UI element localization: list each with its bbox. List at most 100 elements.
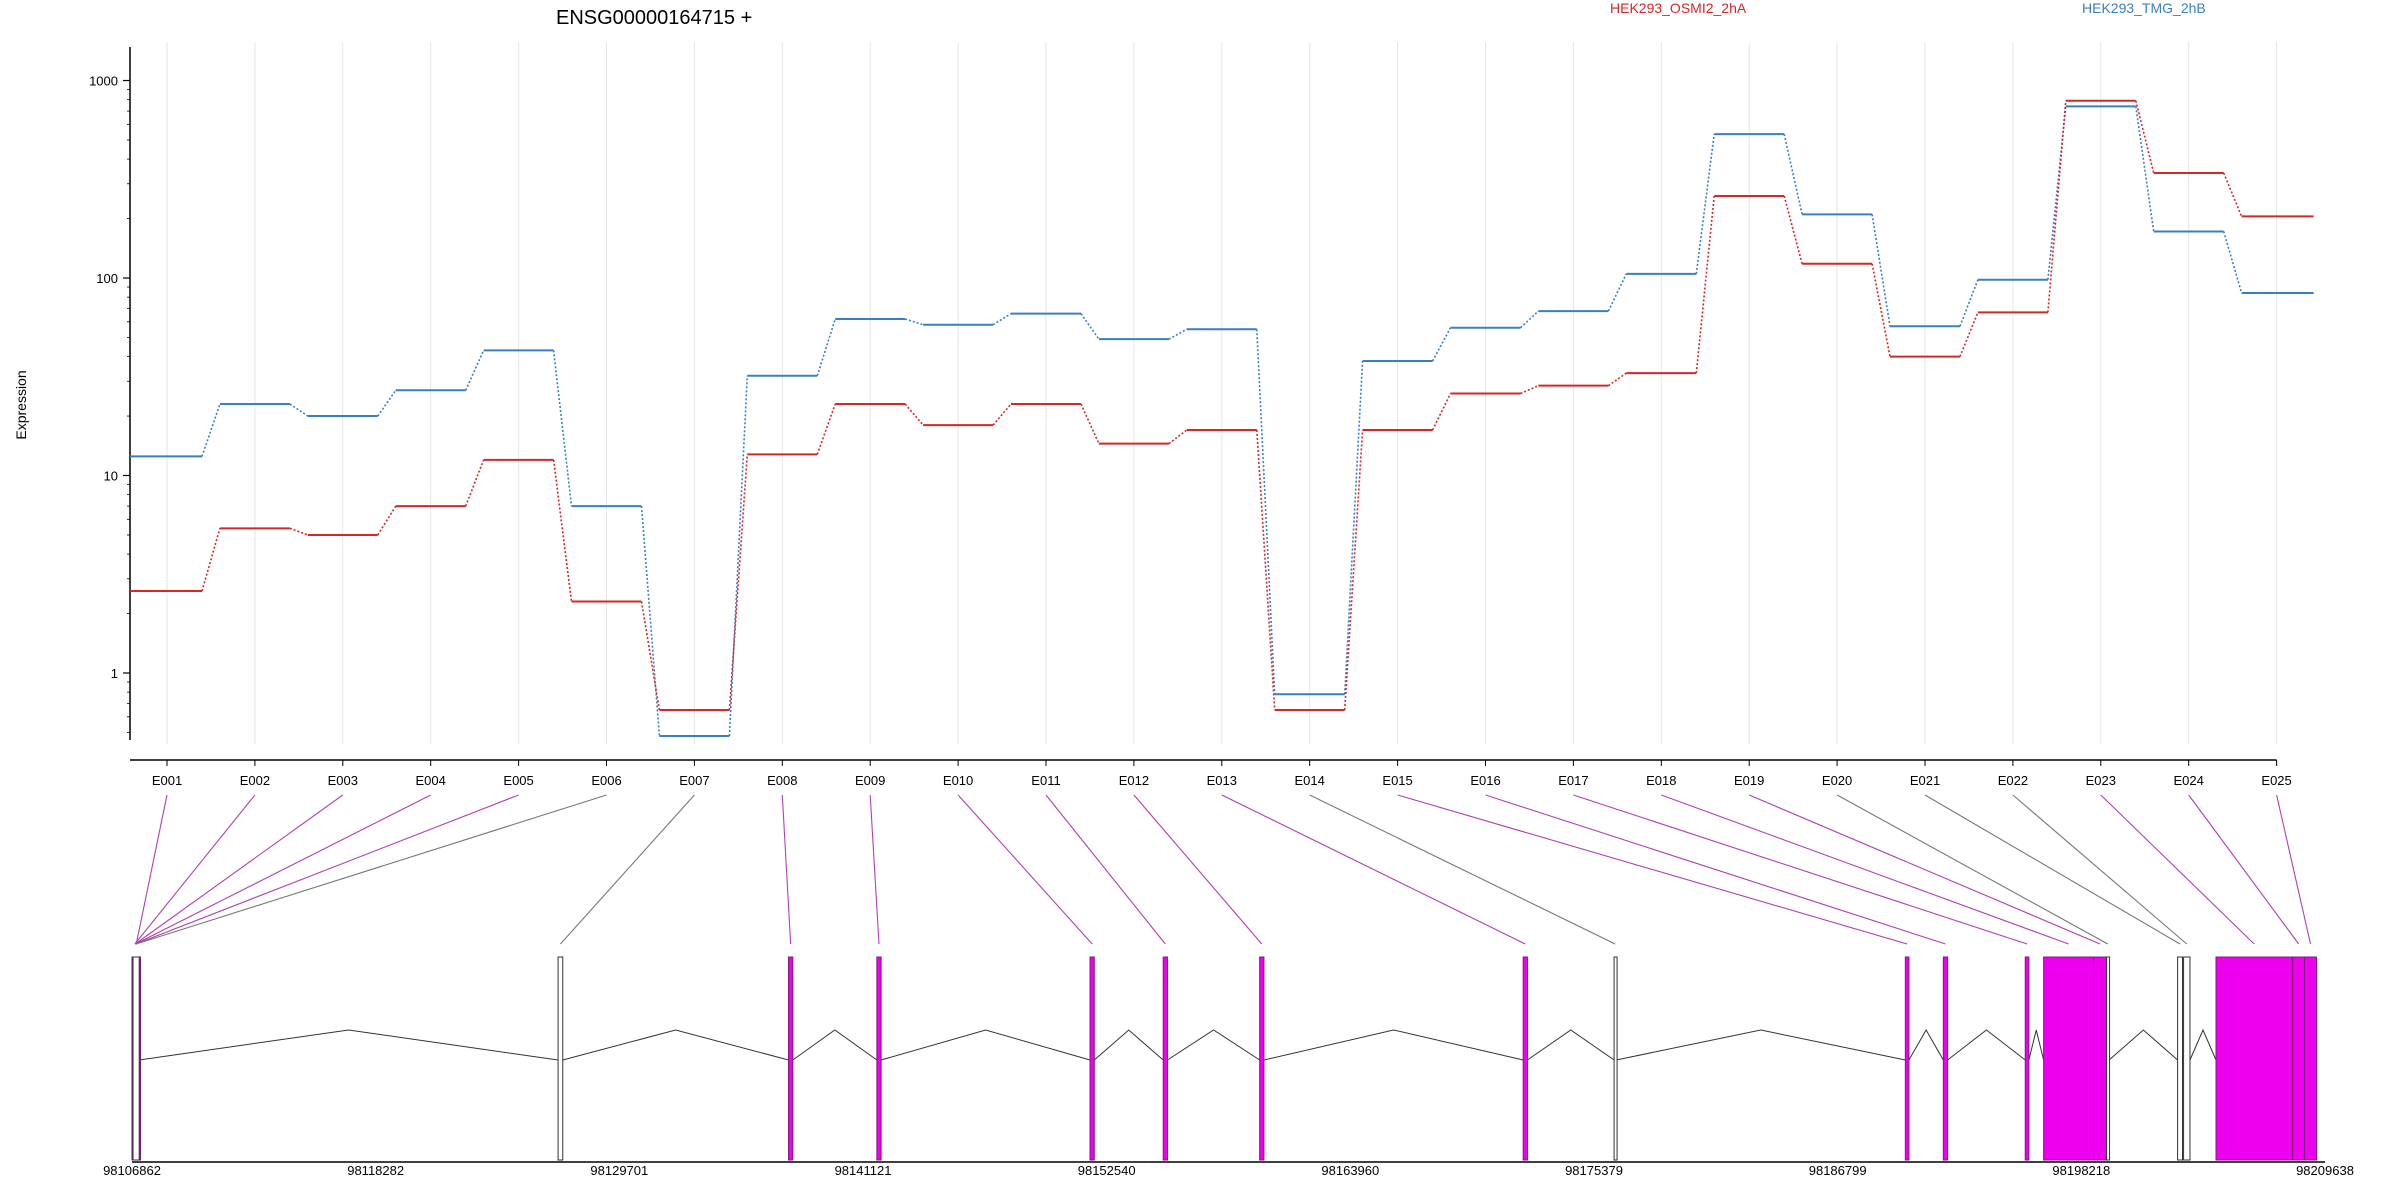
series-connector (2222, 231, 2243, 294)
exon-connector (2276, 794, 2312, 945)
genomic-tick-label: 98118282 (347, 1163, 404, 1178)
exon-box (2177, 956, 2184, 1161)
intron-line (792, 1029, 878, 1061)
x-tick-label: E002 (240, 773, 270, 788)
genomic-tick-label: 98209638 (2296, 1163, 2354, 1178)
genomic-tick-label: 98198218 (2052, 1163, 2110, 1178)
exon-connector (1133, 794, 1263, 945)
x-tick-label: E006 (591, 773, 621, 788)
series-connector (728, 454, 749, 711)
exon-connector (957, 794, 1093, 945)
connector-lines (134, 794, 2312, 945)
gene-model: 98106862 98118282 98129701 98141121 98152540… (103, 956, 2354, 1178)
series-connector (1343, 360, 1364, 695)
x-tick-label: E022 (1998, 773, 2028, 788)
genomic-tick-label: 98163960 (1321, 1163, 1379, 1178)
exon-connector (2188, 794, 2300, 945)
series-connector (1080, 313, 1100, 340)
exon-connector (134, 794, 256, 945)
exon-box (1522, 956, 1528, 1161)
intron-line (1908, 1028, 1944, 1061)
series-lines (130, 99, 2314, 737)
exon-box (557, 956, 564, 1161)
x-tick-label: E023 (2086, 773, 2116, 788)
x-tick-label: E020 (1822, 773, 1852, 788)
exon-connector (2100, 794, 2255, 945)
x-tick-label: E015 (1382, 773, 1412, 788)
y-tick-label: 1 (111, 666, 118, 681)
exon-box (1613, 956, 1618, 1161)
intron-line (1527, 1029, 1615, 1061)
x-tick-label: E021 (1910, 773, 1940, 788)
y-tick-label: 10 (104, 469, 118, 484)
exon-connector (2012, 794, 2188, 945)
series-connector (377, 505, 397, 536)
series-connector (992, 403, 1012, 426)
exon-connector (1836, 794, 2109, 945)
series-connector (1431, 327, 1452, 362)
y-tick-label: 1000 (89, 74, 118, 89)
x-tick-label: E017 (1558, 773, 1588, 788)
series-connector (289, 527, 309, 536)
series-connector (1519, 310, 1539, 329)
series-connector (1783, 195, 1803, 265)
series-connector (1959, 312, 1979, 357)
x-tick-label: E005 (503, 773, 533, 788)
series-connector (1080, 403, 1100, 444)
exon-connector (135, 794, 607, 945)
intron-line (1093, 1029, 1164, 1061)
series-connector (2047, 100, 2067, 313)
series-connector (904, 318, 924, 326)
series-connector (2135, 106, 2155, 232)
series-connector (201, 528, 221, 592)
intron-line (1616, 1029, 1906, 1061)
x-tick-label: E014 (1295, 773, 1325, 788)
series-connector (464, 459, 485, 507)
legend-entry-osmi2: HEK293_OSMI2_2hA (1610, 0, 1747, 16)
exon-box (2043, 956, 2095, 1161)
genomic-tick-label: 98152540 (1078, 1163, 1136, 1178)
exon-connector (1485, 794, 1946, 945)
series-connector (1783, 133, 1803, 215)
intron-line (1263, 1029, 1524, 1061)
exon-connector (1661, 794, 2069, 945)
genomic-tick-label: 98175379 (1565, 1163, 1623, 1178)
x-tick-label: E009 (855, 773, 885, 788)
series-connector (904, 403, 924, 426)
exon-box (2106, 956, 2111, 1161)
intron-line (1167, 1029, 1260, 1061)
exon-box (1942, 956, 1949, 1161)
x-tick-label: E018 (1646, 773, 1676, 788)
exon-connector (135, 794, 168, 945)
series-connector (1343, 429, 1364, 711)
series-connector (728, 375, 749, 736)
series-connector (464, 350, 485, 391)
series-connector (1431, 393, 1452, 431)
series-connector (992, 312, 1012, 326)
series-connector (201, 403, 221, 457)
x-tick-label: E003 (328, 773, 358, 788)
y-axis-title: Expression (13, 370, 29, 439)
series-connector (289, 403, 309, 417)
legend-entry-tmg: HEK293_TMG_2hB (2082, 0, 2206, 16)
genomic-tick-label: 98186799 (1809, 1163, 1867, 1178)
x-category-labels: E001 E002 E003 E004 E005 E006 E007 E008 E009 E010… (152, 760, 2292, 788)
exon-connector (781, 794, 792, 945)
series-connector (1607, 372, 1627, 387)
intron-line (2189, 1028, 2217, 1061)
exon-connector (1221, 794, 1526, 945)
exon-box (2093, 956, 2108, 1161)
x-tick-label: E019 (1734, 773, 1764, 788)
exon-connector (560, 794, 695, 945)
series-connector (816, 318, 836, 376)
series-connector (1256, 429, 1276, 711)
intron-line (2028, 1029, 2045, 1061)
exon-box (1089, 956, 1095, 1161)
exon-box (1162, 956, 1168, 1161)
series-connector (816, 403, 836, 455)
x-tick-label: E008 (767, 773, 797, 788)
x-tick-label: E011 (1031, 773, 1060, 788)
exon-connector (135, 794, 519, 945)
exon-box (132, 956, 140, 1161)
